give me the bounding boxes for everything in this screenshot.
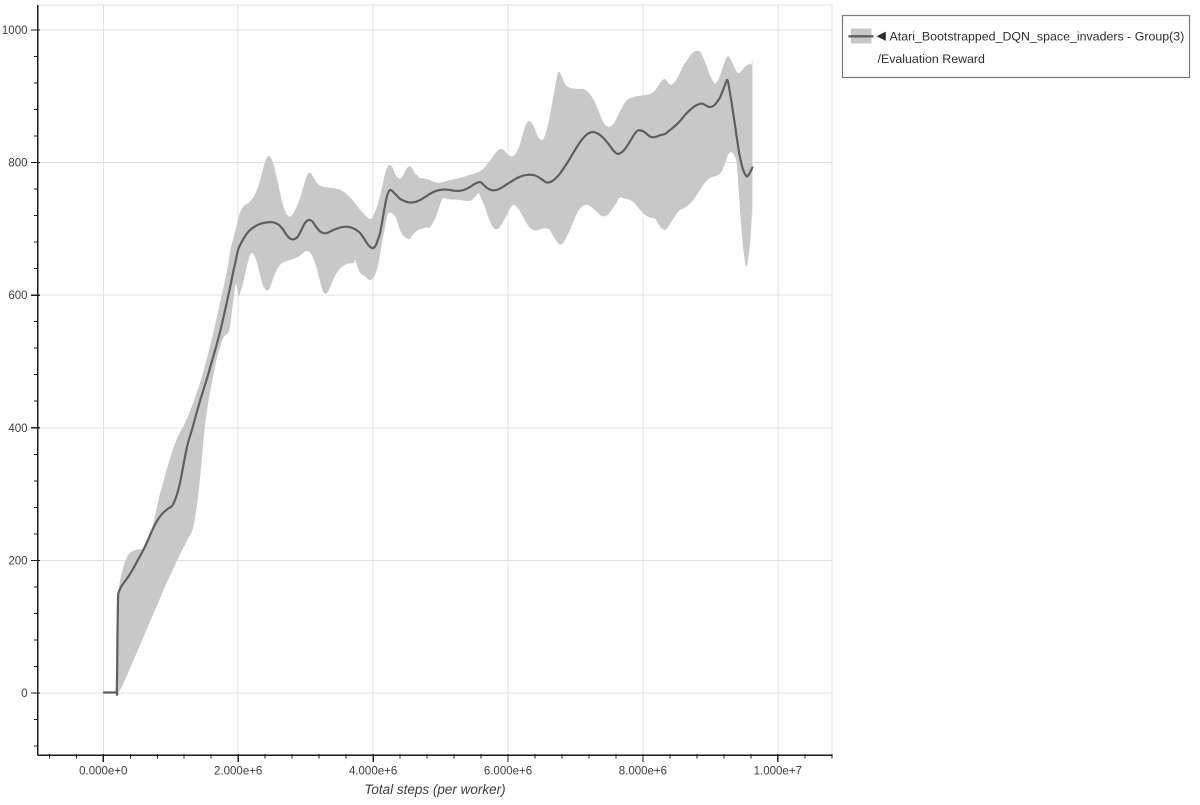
svg-text:200: 200: [8, 555, 27, 567]
svg-text:0: 0: [21, 688, 27, 700]
svg-text:1.000e+7: 1.000e+7: [754, 766, 802, 778]
svg-text:6.000e+6: 6.000e+6: [484, 766, 532, 778]
svg-text:/Evaluation Reward: /Evaluation Reward: [878, 52, 986, 66]
svg-text:Total steps (per worker): Total steps (per worker): [364, 782, 505, 797]
svg-text:2.000e+6: 2.000e+6: [214, 766, 262, 778]
svg-text:600: 600: [8, 290, 27, 302]
svg-text:8.000e+6: 8.000e+6: [619, 766, 667, 778]
svg-text:0.000e+0: 0.000e+0: [79, 766, 127, 778]
svg-text:1000: 1000: [2, 25, 28, 37]
svg-text:4.000e+6: 4.000e+6: [349, 766, 397, 778]
svg-text:Atari_Bootstrapped_DQN_space_i: Atari_Bootstrapped_DQN_space_invaders - …: [890, 29, 1185, 43]
svg-text:800: 800: [8, 158, 27, 170]
svg-text:400: 400: [8, 423, 27, 435]
